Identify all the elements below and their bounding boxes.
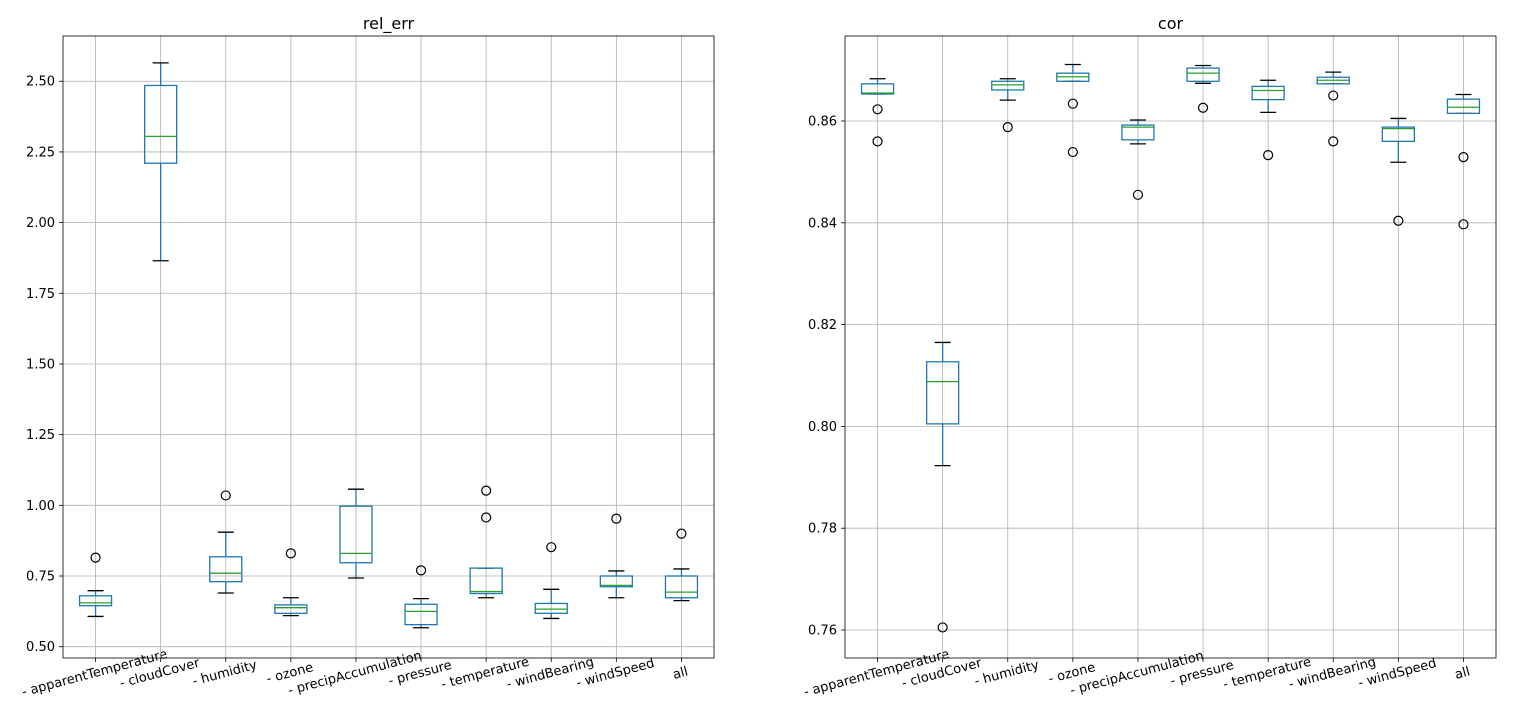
- outlier-point: [1328, 136, 1339, 147]
- boxplot-0: [860, 78, 895, 147]
- chart-title: rel_err: [363, 14, 415, 34]
- boxplot-9: [664, 528, 699, 602]
- outlier-point: [1263, 150, 1274, 161]
- y-tick-label: 0.50: [26, 640, 55, 655]
- x-tick-label: all: [671, 664, 690, 682]
- box-iqr: [926, 361, 960, 425]
- axes-frame: [844, 35, 1497, 659]
- y-tick-label: 2.25: [26, 145, 55, 160]
- outlier-point: [676, 528, 687, 539]
- chart-panel-cor: 0.760.780.800.820.840.86- apparentTemper…: [802, 14, 1497, 700]
- box-iqr: [209, 556, 243, 583]
- x-tick-label: - humidity: [973, 658, 1041, 690]
- box-iqr: [339, 505, 373, 564]
- boxplot-6: [1251, 79, 1285, 161]
- outlier-point: [1197, 102, 1209, 113]
- outlier-point: [481, 485, 492, 496]
- box-iqr: [860, 83, 895, 95]
- y-tick-label: 0.82: [808, 318, 837, 333]
- box-iqr: [274, 604, 308, 614]
- boxplot-2: [991, 78, 1025, 133]
- outlier-point: [872, 136, 883, 147]
- boxplot-7: [1316, 71, 1350, 147]
- y-tick-label: 1.75: [26, 287, 55, 302]
- y-tick-label: 1.00: [26, 499, 55, 514]
- y-tick-label: 0.84: [808, 216, 837, 231]
- y-tick-label: 0.76: [808, 624, 837, 639]
- box-iqr: [143, 84, 178, 164]
- box-iqr: [664, 575, 699, 599]
- box-iqr: [1186, 67, 1220, 82]
- boxplot-0: [78, 552, 113, 618]
- outlier-point: [937, 622, 948, 633]
- y-tick-label: 0.78: [808, 522, 837, 537]
- outlier-point: [1458, 152, 1469, 163]
- boxplot-2: [209, 490, 243, 594]
- outlier-point: [220, 490, 231, 501]
- y-tick-label: 0.86: [808, 115, 837, 130]
- outlier-point: [611, 513, 622, 524]
- y-tick-label: 2.50: [26, 75, 55, 90]
- boxplot-3: [274, 548, 308, 617]
- box-iqr: [1381, 126, 1415, 143]
- y-tick-label: 2.00: [26, 216, 55, 231]
- outlier-point: [90, 552, 101, 563]
- outlier-point: [415, 565, 427, 576]
- boxplot-5: [404, 565, 438, 629]
- box-iqr: [469, 567, 503, 595]
- axes-frame: [62, 35, 715, 659]
- outlier-point: [1067, 98, 1078, 109]
- y-tick-label: 1.25: [26, 428, 55, 443]
- outlier-point: [285, 548, 296, 559]
- boxplot-5: [1186, 64, 1220, 113]
- boxplot-1: [926, 341, 960, 633]
- outlier-point: [1002, 122, 1013, 133]
- y-tick-label: 1.50: [26, 357, 55, 372]
- box-iqr: [1251, 85, 1285, 101]
- box-iqr: [78, 595, 113, 607]
- boxplot-7: [534, 542, 568, 620]
- outlier-point: [1067, 146, 1078, 158]
- outlier-point: [1328, 90, 1339, 101]
- box-iqr: [404, 603, 438, 626]
- boxplot-4: [339, 488, 373, 579]
- outlier-point: [1458, 219, 1469, 230]
- y-tick-label: 0.75: [26, 570, 55, 585]
- box-iqr: [534, 602, 568, 614]
- box-iqr: [1446, 98, 1481, 115]
- chart-panel-rel_err: 0.500.751.001.251.501.752.002.252.50- ap…: [20, 14, 715, 700]
- x-tick-label: all: [1453, 664, 1472, 682]
- outlier-point: [1393, 215, 1404, 226]
- box-iqr: [1121, 124, 1155, 141]
- outlier-point: [1132, 189, 1144, 200]
- boxplot-8: [599, 513, 633, 599]
- box-iqr: [599, 575, 633, 588]
- boxplot-4: [1121, 119, 1155, 200]
- boxplot-8: [1381, 117, 1415, 226]
- outlier-point: [481, 512, 492, 523]
- x-tick-label: - humidity: [191, 658, 259, 690]
- boxplot-3: [1056, 63, 1090, 158]
- boxplot-9: [1446, 93, 1481, 230]
- boxplot-1: [143, 62, 178, 262]
- outlier-point: [546, 542, 557, 553]
- chart-title: cor: [1158, 14, 1184, 33]
- outlier-point: [872, 104, 883, 115]
- y-tick-label: 0.80: [808, 420, 837, 435]
- boxplot-6: [469, 485, 503, 599]
- box-iqr: [991, 80, 1025, 91]
